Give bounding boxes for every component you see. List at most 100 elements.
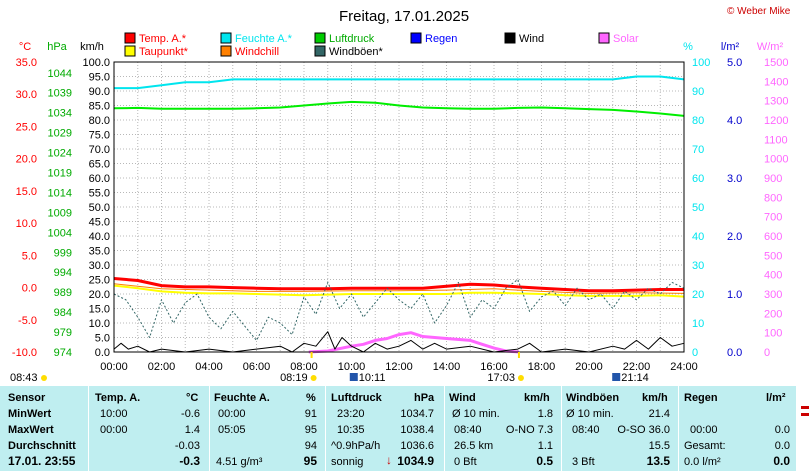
max-press-time: 10:35	[337, 424, 365, 436]
avg-wind: 1.1	[537, 440, 553, 452]
min-hum: 91	[304, 408, 317, 420]
sunrise-label: 08:19	[280, 372, 308, 384]
pressure-tick-label: 1029	[48, 128, 72, 140]
min-temp-time: 10:00	[100, 408, 128, 420]
x-tick-label: 12:00	[385, 361, 413, 373]
max-hum: 95	[304, 424, 317, 436]
row-label-max: MaxWert	[8, 424, 54, 436]
weather-chart: Freitag, 17.01.2025 © Weber Mike Temp. A…	[10, 6, 791, 384]
solar-tick-label: 300	[764, 289, 782, 301]
min-hum-time: 00:00	[218, 408, 246, 420]
wind-tick-label: 65.0	[89, 159, 110, 171]
humidity-tick-label: 70	[692, 144, 704, 156]
legend-swatch	[124, 32, 136, 44]
x-tick-label: 16:00	[480, 361, 508, 373]
moonrise-label: 10:11	[359, 372, 386, 384]
legend-item: Temp. A.*	[124, 32, 187, 45]
left-time-label: 08:43	[10, 372, 38, 384]
x-tick-label: 02:00	[148, 361, 176, 373]
temp-tick-label: 30.0	[16, 89, 37, 101]
solar-tick-label: 1000	[764, 154, 788, 166]
current-wind-bft: 0 Bft	[454, 456, 477, 468]
rain-tick-label: 5.0	[727, 57, 742, 69]
pressure-tick-label: 984	[54, 307, 72, 319]
wind-tick-label: 100.0	[82, 57, 110, 69]
solar-tick-label: 900	[764, 173, 782, 185]
solar-tick-label: 600	[764, 231, 782, 243]
chart-title: Freitag, 17.01.2025	[339, 8, 469, 25]
min-temp: -0.6	[181, 408, 200, 420]
wind-tick-label: 30.0	[89, 260, 110, 272]
axis-unit-temp: °C	[19, 41, 31, 53]
solar-tick-label: 100	[764, 328, 782, 340]
legend-item: Windböen*	[314, 45, 384, 58]
x-tick-label: 22:00	[623, 361, 651, 373]
avg-temp: -0.03	[174, 440, 200, 452]
temp-tick-label: 0.0	[22, 283, 37, 295]
legend-item: Luftdruck	[314, 32, 375, 45]
legend-swatch	[410, 32, 422, 44]
solar-tick-label: 700	[764, 212, 782, 224]
solar-tick-label: 400	[764, 270, 782, 282]
wind-tick-label: 35.0	[89, 246, 110, 258]
pressure-tick-label: 1044	[48, 68, 72, 80]
current-temp: -0.3	[179, 454, 200, 468]
min-wind: 1.8	[537, 408, 553, 420]
legend-label: Taupunkt*	[139, 46, 189, 58]
series-solar-line	[308, 331, 520, 354]
wind-tick-label: 0.0	[95, 347, 110, 359]
header-hum-unit: %	[306, 392, 316, 404]
humidity-tick-label: 100	[692, 57, 710, 69]
header-wind: Wind	[449, 392, 476, 404]
x-tick-label: 14:00	[433, 361, 461, 373]
legend-item: Solar	[598, 32, 639, 45]
avg-press: 1036.6	[400, 440, 434, 452]
min-gust: 21.4	[648, 408, 670, 420]
x-tick-label: 00:00	[100, 361, 128, 373]
wind-tick-label: 75.0	[89, 130, 110, 142]
axis-unit-solar: W/m²	[757, 41, 784, 53]
axis-unit-humidity: %	[683, 41, 693, 53]
humidity-tick-label: 30	[692, 260, 704, 272]
legend-swatch	[124, 45, 136, 57]
legend-swatch	[220, 32, 232, 44]
wind-tick-label: 10.0	[89, 318, 110, 330]
avg-gust: 15.5	[648, 440, 670, 452]
max-gust-time: 08:40	[572, 424, 600, 436]
rain-tick-label: 4.0	[727, 115, 742, 127]
solar-tick-label: 1100	[764, 134, 788, 146]
x-tick-label: 24:00	[670, 361, 698, 373]
humidity-tick-label: 80	[692, 115, 704, 127]
wind-tick-label: 85.0	[89, 101, 110, 113]
rain-tick-label: 3.0	[727, 173, 742, 185]
humidity-tick-label: 50	[692, 202, 704, 214]
x-tick-label: 20:00	[575, 361, 603, 373]
humidity-tick-label: 10	[692, 318, 704, 330]
max-wind-dir: O-NO 7.3	[505, 424, 553, 436]
legend-item: Feuchte A.*	[220, 32, 293, 45]
row-label-avg: Durchschnitt	[8, 440, 76, 452]
pressure-tick-label: 1004	[48, 227, 72, 239]
current-press: 1034.9	[397, 454, 434, 468]
solar-tick-label: 1500	[764, 57, 788, 69]
max-press: 1038.4	[400, 424, 434, 436]
header-wind-unit: km/h	[524, 392, 550, 404]
max-hum-time: 05:05	[218, 424, 246, 436]
pressure-tick-label: 974	[54, 347, 72, 359]
legend-swatch	[504, 32, 516, 44]
rain-tick-label: 0.0	[727, 347, 742, 359]
wind-tick-label: 80.0	[89, 115, 110, 127]
side-scroll-indicator[interactable]	[800, 386, 810, 471]
header-temp: Temp. A.	[95, 392, 141, 404]
max-wind-time: 08:40	[454, 424, 482, 436]
legend-swatch	[598, 32, 610, 44]
legend-label: Wind	[519, 33, 544, 45]
pressure-tick-label: 1009	[48, 207, 72, 219]
moon-icon	[612, 373, 621, 381]
min-wind-label: Ø 10 min.	[452, 408, 500, 420]
wind-tick-label: 90.0	[89, 86, 110, 98]
solar-tick-label: 1200	[764, 115, 788, 127]
current-gust: 13.5	[646, 454, 670, 468]
wind-tick-label: 95.0	[89, 72, 110, 84]
rain-tick-label: 1.0	[727, 289, 742, 301]
